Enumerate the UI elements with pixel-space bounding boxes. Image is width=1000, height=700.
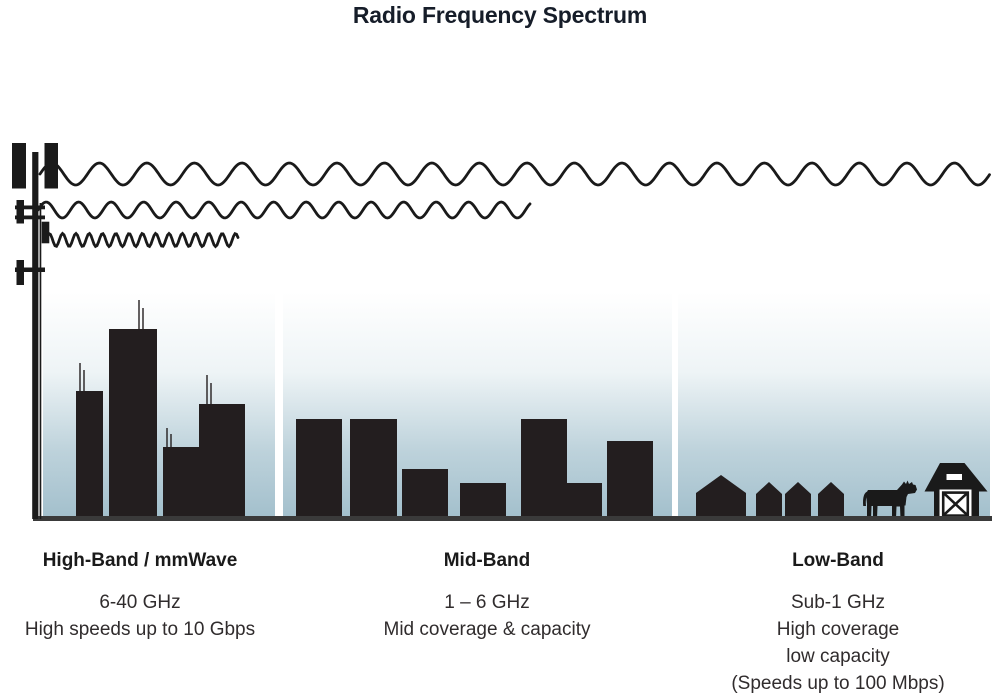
band-desc-line: (Speeds up to 100 Mbps) (731, 673, 945, 694)
low-band-countryside (696, 463, 988, 519)
band-desc-line: Mid coverage & capacity (383, 619, 591, 640)
building (521, 419, 567, 519)
building (402, 469, 448, 519)
building (296, 419, 342, 519)
mid-wavelength-wave (36, 200, 532, 220)
building-antenna (142, 308, 144, 329)
building (350, 419, 397, 519)
building (607, 441, 653, 519)
radio-waves (36, 161, 991, 249)
long-wavelength-wave (38, 161, 991, 187)
mid-band-city (296, 419, 653, 519)
band-label-high: High-Band / mmWave 6-40 GHz High speeds u… (20, 548, 260, 643)
building (76, 391, 103, 519)
house (756, 482, 782, 519)
spectrum-illustration (12, 143, 992, 521)
band-desc-low: Sub-1 GHz High coverage low capacity (Speed… (686, 589, 990, 697)
band-desc-high: 6-40 GHz High speeds up to 10 Gbps (20, 589, 260, 643)
house (785, 482, 811, 519)
band-desc-line: low capacity (786, 646, 890, 667)
building-antenna (83, 370, 85, 391)
building-antenna (206, 375, 208, 404)
building (109, 329, 157, 519)
building-antenna (170, 434, 172, 447)
barn-vent (946, 474, 962, 480)
high-band-city (76, 300, 245, 519)
band-desc-mid: 1 – 6 GHz Mid coverage & capacity (366, 589, 608, 643)
building-antenna (138, 300, 140, 329)
building (567, 483, 602, 519)
band-desc-line: 1 – 6 GHz (444, 592, 530, 613)
house (696, 475, 746, 519)
band-label-mid: Mid-Band 1 – 6 GHz Mid coverage & capacit… (366, 548, 608, 643)
ground-line (33, 516, 992, 521)
cell-tower-icon (12, 143, 58, 519)
band-desc-line: High coverage (776, 619, 900, 640)
band-title-low: Low-Band (792, 550, 884, 571)
building (199, 404, 245, 519)
building-antenna (210, 383, 212, 404)
house (818, 482, 844, 519)
houses (696, 475, 844, 519)
barn-icon (924, 463, 988, 519)
cow-icon (863, 480, 917, 519)
building-antenna (166, 428, 168, 447)
page-title: Radio Frequency Spectrum (352, 2, 648, 28)
band-title-mid: Mid-Band (443, 550, 531, 571)
band-label-low: Low-Band Sub-1 GHz High coverage low capac… (686, 548, 990, 697)
band-title-high: High-Band / mmWave (42, 550, 238, 571)
band-desc-line: 6-40 GHz (99, 592, 181, 613)
building (163, 447, 199, 519)
short-wavelength-wave (44, 231, 240, 249)
band-desc-line: High speeds up to 10 Gbps (24, 619, 256, 640)
barn-door-brace (941, 491, 970, 517)
building-antenna (79, 363, 81, 391)
band-desc-line: Sub-1 GHz (791, 592, 885, 613)
building (460, 483, 506, 519)
